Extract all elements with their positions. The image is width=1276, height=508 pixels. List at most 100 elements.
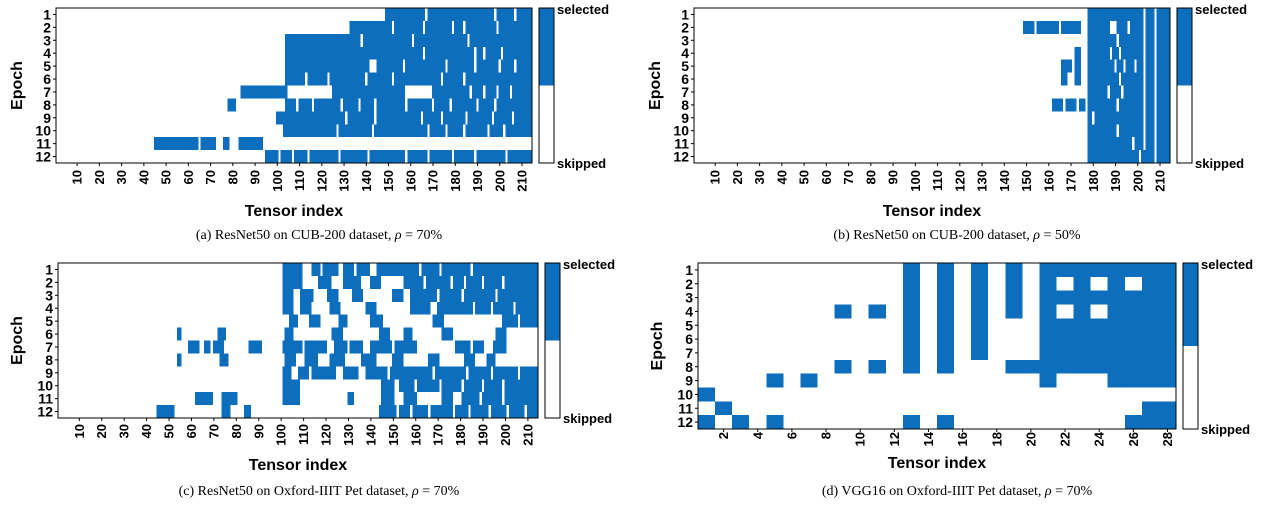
selected-cell-block: [1061, 72, 1068, 86]
skipped-cell: [474, 150, 477, 163]
skipped-cell: [449, 98, 452, 112]
skipped-cell: [345, 111, 348, 125]
selected-cell-block: [222, 137, 230, 151]
selected-cell-block: [1087, 150, 1170, 163]
selected-cell-block: [1039, 276, 1057, 291]
selected-cell-block: [380, 379, 395, 393]
skipped-cell: [391, 72, 395, 86]
y-tick-label: 8: [45, 352, 53, 368]
selected-cell-block: [441, 392, 453, 406]
skipped-cell: [481, 379, 485, 393]
y-tick-label: 9: [43, 110, 51, 126]
selected-cell-block: [1124, 415, 1176, 429]
skipped-cell: [1127, 20, 1130, 34]
y-tick-label: 3: [685, 290, 693, 306]
caption-c-rho: ρ: [412, 484, 419, 499]
skipped-cell: [439, 379, 442, 393]
legend-skipped-swatch: [1183, 346, 1198, 429]
selected-cell-block: [219, 353, 229, 367]
selected-cell-block: [937, 415, 955, 429]
selected-cell-block: [1005, 304, 1023, 319]
x-tick-label: 16: [955, 432, 970, 446]
skipped-cell: [1121, 85, 1124, 99]
skipped-cell: [305, 72, 308, 86]
x-tick-label: 20: [1023, 432, 1038, 446]
skipped-cell: [307, 150, 310, 163]
selected-cell-block: [240, 85, 288, 99]
selected-cell-block: [1087, 98, 1170, 112]
x-tick-label: 24: [1092, 431, 1107, 446]
legend-selected-swatch: [1183, 263, 1198, 346]
selected-cell-block: [153, 137, 217, 151]
skipped-cell: [524, 405, 527, 418]
skipped-cell: [1143, 72, 1146, 86]
x-tick-label: 110: [296, 424, 311, 445]
y-tick-label: 7: [685, 345, 693, 361]
chart-panel-c: 1 2 3 4 5 6 7 8 9 10 11 12 10 20 30 40 50 60 70 80 90 100 110 1…: [0, 254, 638, 508]
selected-cell-block: [1087, 46, 1170, 60]
skipped-cell: [440, 111, 444, 125]
x-tick-label: 20: [94, 424, 109, 438]
skipped-cell: [1143, 46, 1146, 60]
selected-cell-block: [365, 301, 377, 315]
selected-cell-block: [1039, 346, 1176, 360]
skipped-cell: [506, 405, 509, 418]
skipped-cell: [1143, 124, 1146, 138]
selected-cell-block: [276, 111, 532, 125]
y-tick-label: 2: [681, 19, 689, 35]
x-tick-label: 120: [952, 170, 967, 192]
selected-cell-block: [212, 340, 224, 354]
skipped-cell: [1143, 85, 1146, 99]
x-tick-label: 8: [819, 432, 834, 439]
x-tick-label: 70: [206, 424, 221, 438]
legend-skipped-swatch: [539, 85, 554, 163]
selected-cell-block: [902, 318, 920, 333]
skipped-cell: [347, 340, 350, 354]
skipped-cell: [396, 405, 399, 418]
selected-cell-block: [331, 327, 343, 341]
selected-cell-block: [327, 288, 339, 302]
x-tick-label: 150: [386, 424, 401, 446]
selected-cell-block: [834, 304, 852, 319]
y-tick-label: 9: [685, 373, 693, 389]
x-tick-label: 60: [181, 170, 196, 184]
selected-cell-block: [834, 359, 852, 374]
skipped-cell: [474, 59, 477, 73]
skipped-cell: [1116, 124, 1119, 138]
x-axis-label: Tensor index: [245, 203, 343, 220]
y-tick-label: 4: [681, 45, 689, 61]
legend-frame: [544, 262, 561, 419]
x-tick-label: 140: [997, 170, 1012, 192]
selected-cell-block: [285, 46, 532, 60]
selected-cell-block: [1065, 98, 1077, 112]
skipped-cell: [1123, 59, 1126, 73]
x-tick-label: 14: [921, 431, 936, 446]
x-tick-label: 100: [270, 170, 285, 192]
skipped-cell: [291, 150, 294, 163]
legend-selected-label: selected: [563, 257, 615, 272]
skipped-cell: [1154, 8, 1157, 21]
skipped-cell: [354, 263, 357, 276]
skipped-cell: [405, 150, 408, 163]
y-tick-label: 10: [35, 123, 51, 139]
y-tick-label: 1: [43, 6, 51, 22]
x-tick-label: 210: [520, 424, 535, 446]
x-tick-label: 6: [784, 432, 799, 439]
chart-panel-a: 1 2 3 4 5 6 7 8 9 10 11 12 10 20 30 40 50 60 70 80 90 100 110 1…: [0, 0, 638, 254]
x-tick-label: 10: [708, 170, 723, 184]
legend-frame: [1176, 7, 1193, 164]
selected-cell-block: [285, 33, 532, 47]
y-tick-label: 12: [35, 149, 51, 165]
legend-selected-label: selected: [1201, 257, 1253, 272]
x-tick-label: 120: [319, 424, 334, 446]
selected-cell-block: [403, 327, 413, 341]
skipped-cell: [490, 366, 494, 380]
skipped-cell: [1143, 33, 1146, 47]
selected-cell-block: [156, 405, 175, 418]
plot-frame: [55, 7, 533, 164]
skipped-cell: [432, 366, 435, 380]
skipped-cell: [481, 275, 485, 289]
selected-cell-block: [1087, 33, 1170, 47]
caption-d-text: (d) VGG16 on Oxford-IIIT Pet dataset,: [821, 484, 1042, 499]
